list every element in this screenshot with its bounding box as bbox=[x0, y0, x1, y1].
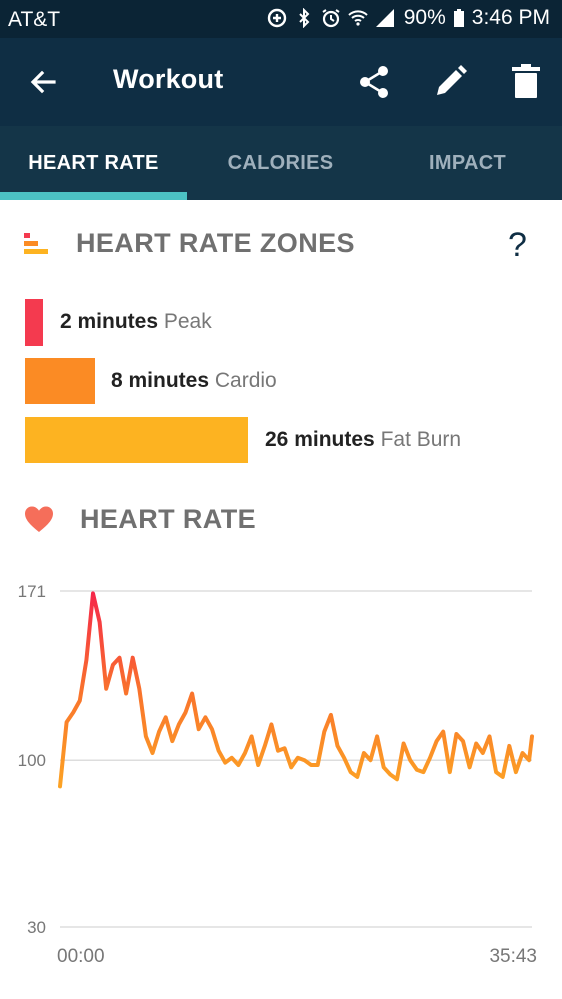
heart-icon bbox=[25, 506, 53, 532]
zone-bar-peak bbox=[25, 299, 43, 346]
battery-percent: 90% bbox=[403, 6, 446, 29]
zone-row-fat-burn: 26 minutes Fat Burn bbox=[265, 428, 462, 451]
alarm-icon bbox=[322, 9, 340, 28]
tab-impact[interactable]: IMPACT bbox=[429, 151, 506, 174]
heart-rate-chart: 171 100 30 00:00 35:43 bbox=[18, 582, 537, 967]
back-arrow-icon[interactable] bbox=[24, 62, 64, 102]
y-tick-label: 100 bbox=[18, 751, 46, 770]
help-icon[interactable]: ? bbox=[508, 226, 527, 264]
zones-bars-icon bbox=[24, 233, 48, 254]
y-tick-label: 30 bbox=[27, 918, 46, 937]
tab-heart-rate[interactable]: HEART RATE bbox=[28, 151, 159, 174]
battery-icon bbox=[453, 9, 464, 27]
data-saver-icon bbox=[267, 8, 286, 28]
y-tick-label: 171 bbox=[18, 582, 46, 601]
bluetooth-icon bbox=[299, 8, 310, 28]
tab-bar: HEART RATE CALORIES IMPACT bbox=[0, 126, 562, 200]
heart-rate-section-title: HEART RATE bbox=[80, 504, 256, 534]
share-icon[interactable] bbox=[355, 62, 395, 102]
tab-calories[interactable]: CALORIES bbox=[227, 151, 334, 174]
edit-pencil-icon[interactable] bbox=[430, 62, 470, 102]
delete-trash-icon[interactable] bbox=[506, 62, 546, 102]
status-bar: AT&T 90% 3:46 PM bbox=[0, 0, 562, 38]
carrier-label: AT&T bbox=[8, 8, 61, 31]
app-bar: Workout bbox=[0, 38, 562, 126]
signal-icon bbox=[375, 9, 394, 27]
heart-rate-line bbox=[58, 591, 534, 789]
zone-bar-fat-burn bbox=[25, 417, 248, 463]
page-title: Workout bbox=[113, 64, 224, 94]
x-tick-label: 35:43 bbox=[489, 946, 537, 967]
clock: 3:46 PM bbox=[471, 6, 550, 29]
zones-section-title: HEART RATE ZONES bbox=[76, 228, 355, 258]
x-tick-label: 00:00 bbox=[57, 946, 105, 967]
active-tab-indicator bbox=[0, 192, 187, 200]
status-icons: 90% 3:46 PM bbox=[267, 6, 550, 30]
wifi-icon bbox=[348, 10, 368, 26]
zone-bar-cardio bbox=[25, 358, 95, 404]
zone-row-cardio: 8 minutes Cardio bbox=[111, 369, 277, 392]
zone-row-peak: 2 minutes Peak bbox=[60, 310, 212, 333]
